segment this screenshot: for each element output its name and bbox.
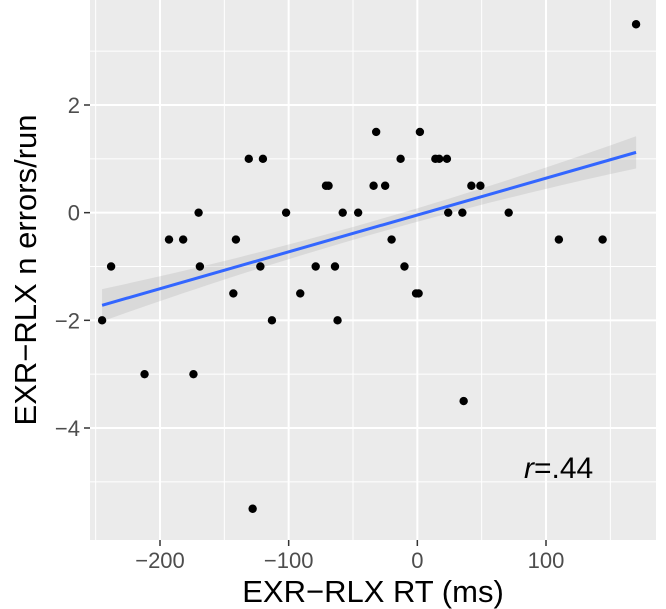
data-point (458, 208, 467, 217)
data-point (504, 208, 513, 217)
x-axis-title: EXR−RLX RT (ms) (242, 574, 504, 609)
data-point (296, 289, 305, 298)
r-symbol: r (524, 452, 535, 485)
data-point (267, 316, 277, 325)
x-tick-label: −200 (135, 548, 185, 573)
data-point (106, 262, 116, 271)
data-point (371, 127, 381, 137)
y-axis-title: EXR−RLX n errors/run (8, 115, 43, 426)
regression-line (101, 150, 637, 307)
data-point (229, 289, 238, 298)
x-axis-ticks: −200 −100 0 100 (135, 540, 564, 573)
data-point (353, 208, 363, 217)
data-point (435, 154, 444, 164)
data-point (164, 235, 174, 244)
y-tick-label: 2 (68, 93, 80, 118)
data-point (140, 369, 149, 379)
data-point (189, 369, 198, 379)
data-point (324, 181, 333, 190)
data-point (415, 127, 425, 137)
major-gridlines (90, 0, 656, 540)
data-point (369, 181, 378, 190)
y-axis-ticks: −4 −2 0 2 (55, 93, 90, 441)
data-point (400, 262, 409, 271)
data-point (311, 262, 320, 271)
data-point (396, 154, 405, 164)
x-tick-label: 0 (411, 548, 423, 573)
y-tick-label: 0 (68, 201, 80, 226)
data-point (554, 235, 564, 244)
data-point (178, 235, 188, 244)
correlation-annotation: r=.44 (524, 452, 593, 485)
x-tick-label: −100 (264, 548, 314, 573)
data-point (194, 208, 203, 217)
plot-panel (90, 0, 656, 540)
data-point (414, 289, 423, 298)
data-point (387, 235, 396, 244)
data-point (195, 262, 205, 271)
data-point (631, 20, 641, 29)
x-tick-label: 100 (528, 548, 565, 573)
data-point (459, 396, 468, 406)
data-point (380, 181, 390, 190)
y-tick-label: −2 (55, 308, 80, 333)
data-point (231, 235, 241, 244)
y-tick-label: −4 (55, 416, 80, 441)
data-point (256, 262, 265, 271)
data-point (442, 154, 452, 164)
data-point (444, 208, 453, 217)
data-point (281, 208, 291, 217)
data-point (598, 235, 607, 244)
data-point (333, 316, 342, 325)
data-point (244, 154, 253, 164)
data-point (338, 208, 347, 217)
data-points (97, 20, 641, 513)
data-point (258, 154, 268, 164)
data-point (476, 181, 485, 190)
r-value: =.44 (534, 452, 593, 485)
data-point (467, 181, 476, 190)
data-point (97, 316, 107, 325)
data-point (248, 504, 257, 513)
data-point (330, 262, 340, 271)
